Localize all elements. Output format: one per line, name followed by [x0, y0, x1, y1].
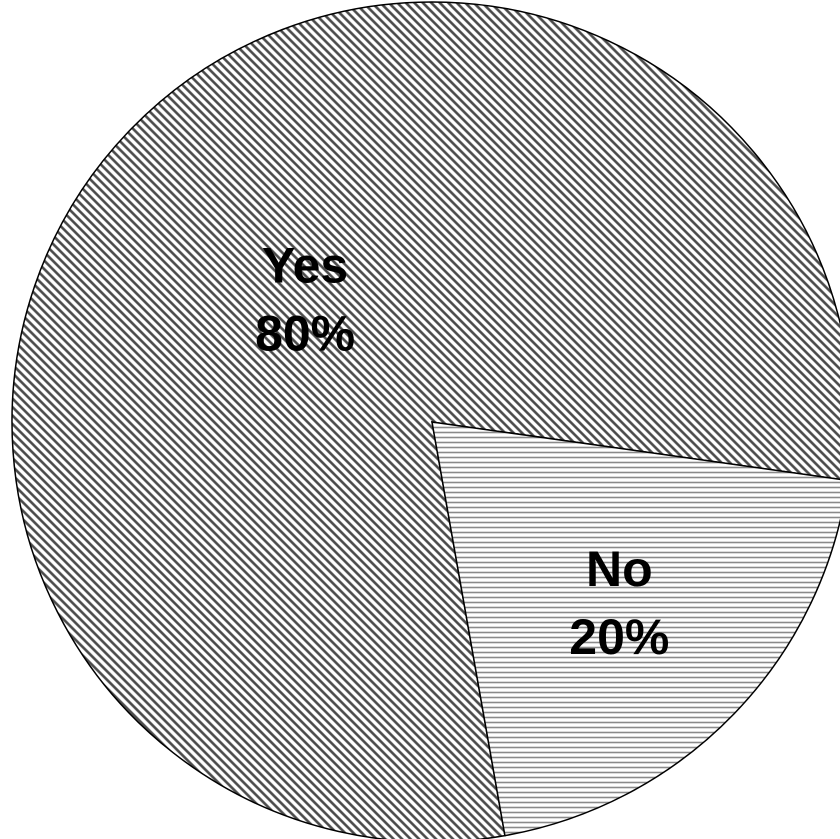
- pie-slice: [11, 1, 840, 839]
- slice-label: Yes: [262, 238, 348, 294]
- slice-label: No: [586, 541, 653, 597]
- slice-value-label: 20%: [569, 609, 669, 665]
- slice-value-label: 80%: [255, 306, 355, 362]
- pie-slice: [431, 421, 840, 837]
